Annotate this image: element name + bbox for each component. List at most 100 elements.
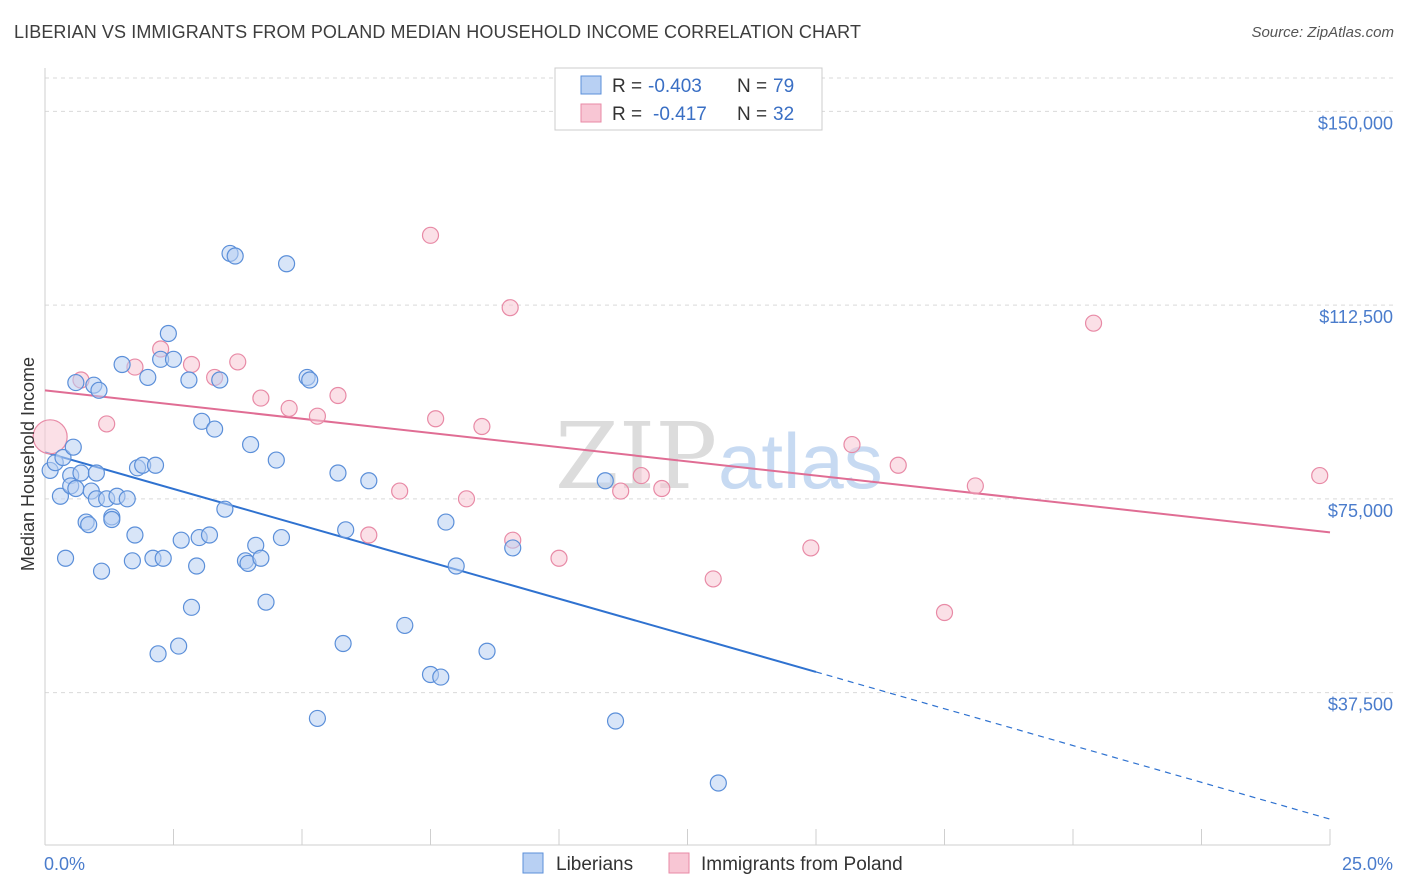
data-point-liberians-44 xyxy=(200,526,219,544)
data-point-liberians-52 xyxy=(242,435,260,454)
data-point-liberians-17 xyxy=(90,381,108,399)
data-point-liberians-2 xyxy=(51,487,70,505)
x-tick-label-0: 0.0% xyxy=(44,854,85,874)
y-tick-label-1: $75,000 xyxy=(1328,501,1393,521)
y-tick-label-2: $112,500 xyxy=(1319,307,1393,327)
data-point-poland-17 xyxy=(473,417,491,436)
data-point-poland-24 xyxy=(704,570,722,588)
chart-title: LIBERIAN VS IMMIGRANTS FROM POLAND MEDIA… xyxy=(14,22,862,42)
legend-n-label-1: N = xyxy=(737,76,767,97)
data-point-liberians-29 xyxy=(139,368,157,387)
data-point-poland-20 xyxy=(550,549,568,567)
data-point-liberians-12 xyxy=(80,516,98,534)
data-point-liberians-35 xyxy=(159,324,177,343)
data-point-poland-10 xyxy=(308,407,327,425)
data-point-liberians-45 xyxy=(206,420,224,438)
data-point-poland-11 xyxy=(329,386,347,405)
data-point-liberians-24 xyxy=(118,490,136,508)
data-point-liberians-75 xyxy=(709,774,727,792)
data-point-poland-31 xyxy=(1311,466,1329,485)
data-point-liberians-47 xyxy=(216,500,234,518)
data-point-liberians-23 xyxy=(113,355,131,374)
y-tick-label-0: $37,500 xyxy=(1328,695,1393,715)
data-point-poland-12 xyxy=(360,526,378,544)
data-point-poland-27 xyxy=(889,456,907,474)
legend-n-value-2: 32 xyxy=(773,104,794,125)
data-point-poland-7 xyxy=(229,353,247,371)
data-point-liberians-57 xyxy=(272,528,291,547)
data-point-poland-28 xyxy=(935,603,954,622)
legend-r-value-1: -0.403 xyxy=(648,76,702,97)
legend-swatch-pink xyxy=(580,103,602,123)
data-point-poland-21 xyxy=(612,482,630,500)
legend-n-value-1: 79 xyxy=(773,76,794,97)
stats-legend: R = -0.403 N = 79 R = -0.417 N = 32 xyxy=(554,67,823,131)
data-point-liberians-8 xyxy=(67,479,85,498)
data-point-liberians-66 xyxy=(396,616,414,635)
data-point-poland-25 xyxy=(802,539,820,557)
data-point-poland-2 xyxy=(98,415,116,433)
data-point-liberians-41 xyxy=(188,557,206,575)
trend-lines xyxy=(44,389,1331,820)
series-legend-swatch-poland xyxy=(668,852,690,874)
legend-swatch-blue xyxy=(580,75,602,95)
data-points xyxy=(32,226,1329,792)
data-point-liberians-43 xyxy=(193,412,211,430)
data-point-liberians-56 xyxy=(267,451,285,469)
data-point-liberians-60 xyxy=(301,371,319,389)
data-point-liberians-9 xyxy=(67,373,85,392)
data-point-liberians-36 xyxy=(164,350,183,368)
data-point-liberians-70 xyxy=(447,557,465,575)
x-tick-label-1: 25.0% xyxy=(1342,854,1393,874)
trend-line-liberians-extension xyxy=(815,671,1331,820)
data-point-liberians-58 xyxy=(277,255,296,273)
data-point-poland-18 xyxy=(501,299,519,317)
data-point-liberians-72 xyxy=(504,539,522,557)
data-point-poland-0 xyxy=(32,419,68,455)
legend-r-value-2: -0.417 xyxy=(653,104,707,125)
data-point-liberians-34 xyxy=(154,549,172,567)
data-point-poland-9 xyxy=(280,399,298,418)
data-point-liberians-21 xyxy=(103,510,121,529)
data-point-poland-30 xyxy=(1084,314,1103,332)
legend-r-label-2: R = xyxy=(612,104,642,125)
data-point-liberians-10 xyxy=(72,464,90,482)
data-point-liberians-71 xyxy=(478,642,496,660)
data-point-liberians-25 xyxy=(123,552,141,570)
tick-labels: $37,500 $75,000 $112,500 $150,000 0.0% 25.0% xyxy=(44,113,1393,874)
trend-line-poland xyxy=(44,389,1331,534)
data-point-liberians-74 xyxy=(606,712,625,730)
data-point-liberians-65 xyxy=(360,472,378,490)
series-legend-label-liberians: Liberians xyxy=(556,854,633,875)
data-point-liberians-40 xyxy=(182,598,201,616)
grid-lines xyxy=(45,77,1395,694)
data-point-liberians-63 xyxy=(334,634,352,653)
watermark-atlas: atlas xyxy=(718,417,883,505)
data-point-poland-26 xyxy=(843,435,861,454)
data-point-liberians-7 xyxy=(64,438,82,456)
data-point-liberians-37 xyxy=(170,637,188,655)
data-point-liberians-32 xyxy=(149,645,167,663)
data-point-liberians-62 xyxy=(329,464,347,482)
data-point-liberians-26 xyxy=(126,526,144,544)
data-point-liberians-69 xyxy=(437,513,455,531)
data-point-liberians-49 xyxy=(226,247,244,265)
watermark: ZIP atlas xyxy=(555,403,883,510)
data-point-liberians-68 xyxy=(432,668,450,686)
data-point-liberians-54 xyxy=(252,549,270,567)
data-point-poland-5 xyxy=(182,355,201,374)
data-point-liberians-55 xyxy=(257,593,275,611)
y-axis-label: Median Household Income xyxy=(18,357,38,571)
source-label: Source: ZipAtlas.com xyxy=(1251,24,1394,41)
data-point-liberians-38 xyxy=(172,531,190,549)
data-point-liberians-15 xyxy=(87,464,106,482)
y-tick-label-3: $150,000 xyxy=(1318,113,1393,133)
data-point-poland-15 xyxy=(427,410,445,428)
legend-r-label-1: R = xyxy=(612,76,642,97)
data-point-liberians-61 xyxy=(308,709,327,728)
data-point-poland-29 xyxy=(966,477,984,495)
data-point-poland-8 xyxy=(252,389,270,407)
series-legend-swatch-liberians xyxy=(522,852,544,874)
trend-line-liberians xyxy=(44,451,817,673)
series-legend-label-poland: Immigrants from Poland xyxy=(701,854,903,875)
